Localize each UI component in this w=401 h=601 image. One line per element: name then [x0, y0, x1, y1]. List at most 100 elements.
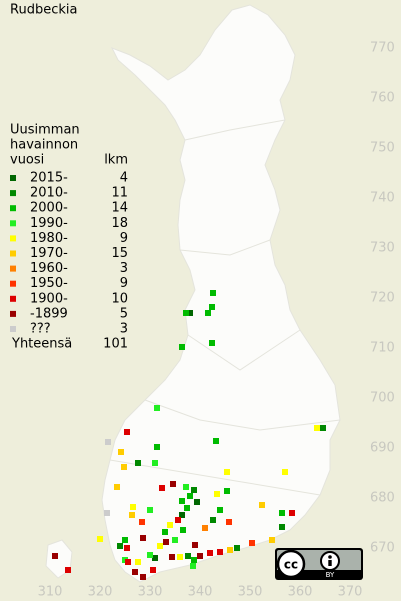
x-coordinate-label: 340 [188, 585, 213, 600]
observation [192, 542, 198, 548]
observation [135, 559, 141, 565]
legend-label: 1960- [30, 261, 68, 276]
cc-icon [276, 549, 306, 579]
x-coordinate-label: 320 [88, 585, 113, 600]
observation [190, 563, 196, 569]
legend-total: 101 [103, 337, 128, 352]
legend-swatch [10, 295, 16, 302]
observation [314, 425, 320, 431]
observation [224, 488, 230, 494]
observation [147, 552, 153, 558]
observation [210, 517, 216, 523]
observation [104, 510, 110, 516]
by-icon-body [328, 560, 332, 566]
observation [279, 510, 285, 516]
legend-count: 5 [120, 306, 128, 321]
y-coordinate-label: 680 [370, 491, 395, 506]
observation [162, 529, 168, 535]
legend-swatch [10, 280, 16, 287]
observation [209, 304, 215, 310]
observation [172, 537, 178, 543]
observation [226, 519, 232, 525]
legend-heading: vuosi [10, 153, 44, 168]
legend-swatch [10, 175, 16, 181]
legend-label: 2015- [30, 171, 68, 186]
observation [139, 519, 145, 525]
legend-label: 1980- [30, 231, 68, 246]
legend-swatch [10, 265, 16, 272]
observation [114, 484, 120, 490]
observation [179, 498, 185, 504]
observation [185, 553, 191, 559]
by-icon-head [328, 555, 332, 559]
legend-swatch [10, 310, 16, 317]
observation [167, 522, 173, 528]
legend-swatch [10, 205, 16, 212]
y-coordinate-label: 720 [370, 291, 395, 306]
legend-swatch [10, 220, 16, 227]
observation [154, 405, 160, 411]
observation [184, 505, 190, 511]
observation [150, 567, 156, 573]
legend-count: 9 [120, 231, 128, 246]
legend-swatch [10, 235, 16, 242]
region-border [179, 239, 271, 256]
x-coordinate-label: 360 [288, 585, 313, 600]
legend-count: 4 [120, 171, 128, 186]
observation [130, 504, 136, 510]
observation [210, 290, 216, 296]
legend-count: 3 [120, 322, 128, 337]
observation [140, 574, 146, 580]
observation [129, 512, 135, 518]
observation [217, 507, 223, 513]
legend-count: 15 [111, 246, 128, 261]
legend-count: 9 [120, 276, 128, 291]
legend-label: -1899 [30, 306, 68, 321]
observation [140, 535, 146, 541]
observation [191, 557, 197, 563]
legend-swatch [10, 190, 16, 197]
observation [179, 512, 185, 518]
legend-total-label: Yhteensä [11, 337, 72, 352]
x-coordinate-label: 370 [338, 585, 363, 600]
observation [269, 537, 275, 543]
y-coordinate-label: 690 [370, 441, 395, 456]
observation [157, 543, 163, 549]
license-badge: cc BY [275, 548, 363, 580]
observation [213, 438, 219, 444]
y-coordinate-label: 730 [370, 241, 395, 256]
observation [177, 554, 183, 560]
observation [154, 444, 160, 450]
observation [179, 344, 185, 350]
observation [191, 487, 197, 493]
y-coordinate-label: 700 [370, 391, 395, 406]
legend-label: 1970- [30, 246, 68, 261]
observation [163, 539, 169, 545]
legend-heading: havainnon [10, 138, 78, 153]
observation [207, 550, 213, 556]
observation [183, 484, 189, 490]
observation [183, 310, 189, 316]
legend-count: 3 [120, 261, 128, 276]
observation [175, 517, 181, 523]
by-text: BY [326, 571, 335, 579]
legend-label: 1950- [30, 276, 68, 291]
observation [187, 493, 193, 499]
observation [180, 527, 186, 533]
x-coordinate-label: 350 [238, 585, 263, 600]
legend-count: 11 [111, 186, 128, 201]
observation [152, 460, 158, 466]
observation [118, 449, 124, 455]
observation [249, 540, 255, 546]
observation [227, 547, 233, 553]
x-coordinate-label: 330 [138, 585, 163, 600]
legend-swatch [10, 326, 16, 332]
observation [121, 464, 127, 470]
observation [170, 481, 176, 487]
observation [169, 554, 175, 560]
observation [214, 491, 220, 497]
observation [234, 545, 240, 551]
y-coordinate-label: 710 [370, 341, 395, 356]
legend-heading: Uusimman [10, 123, 80, 138]
